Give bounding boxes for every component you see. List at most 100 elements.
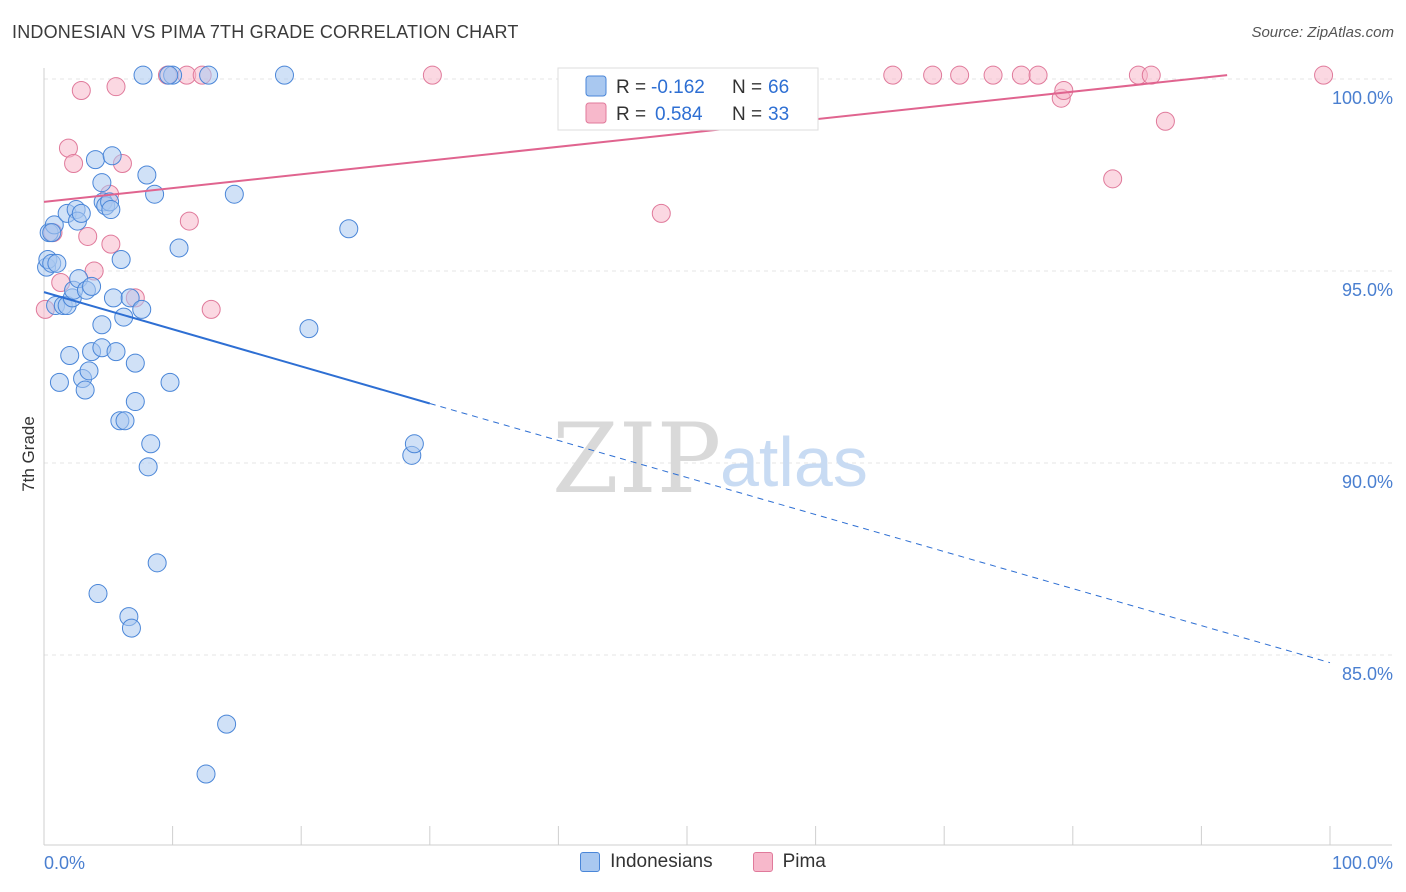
point-indonesians	[42, 223, 62, 243]
legend-item-indonesians: Indonesians	[580, 851, 713, 873]
point-pima	[883, 65, 903, 85]
y-tick-label-90: 90.0%	[1342, 472, 1393, 492]
point-indonesians	[82, 276, 102, 296]
x-tick-label-0: 0.0%	[44, 853, 85, 873]
point-indonesians	[106, 342, 126, 362]
legend-r-value-1: -0.162	[651, 77, 705, 98]
point-indonesians	[60, 345, 80, 365]
point-indonesians	[92, 173, 112, 193]
point-indonesians	[101, 200, 121, 220]
series-indonesians	[37, 65, 424, 784]
point-pima	[64, 153, 84, 173]
chart-title: INDONESIAN VS PIMA 7TH GRADE CORRELATION…	[12, 22, 519, 42]
point-pima	[71, 81, 91, 101]
legend-r-label-2: R =	[616, 104, 646, 125]
point-indonesians	[132, 299, 152, 319]
point-indonesians	[88, 584, 108, 604]
y-tick-label-100: 100.0%	[1332, 88, 1393, 108]
point-indonesians	[79, 361, 99, 381]
point-indonesians	[169, 238, 189, 258]
point-pima	[983, 65, 1003, 85]
point-indonesians	[133, 65, 153, 85]
point-indonesians	[115, 411, 135, 431]
point-indonesians	[224, 184, 244, 204]
source-credit: Source: ZipAtlas.com	[1251, 24, 1394, 41]
point-indonesians	[92, 315, 112, 335]
point-indonesians	[160, 372, 180, 392]
point-pima	[923, 65, 943, 85]
point-indonesians	[141, 434, 161, 454]
point-pima	[201, 299, 221, 319]
legend-n-value-1: 66	[768, 77, 789, 98]
point-pima	[1028, 65, 1048, 85]
stats-legend: R = -0.162 N = 66 R = 0.584 N = 33	[557, 67, 819, 131]
legend-item-pima: Pima	[752, 851, 826, 873]
point-pima	[1103, 169, 1123, 189]
point-pima	[1155, 111, 1175, 131]
y-tick-labels: 85.0% 90.0% 95.0% 100.0%	[1332, 88, 1393, 684]
legend-label-pima: Pima	[782, 851, 826, 872]
point-pima	[1054, 81, 1074, 101]
point-indonesians	[138, 457, 158, 477]
watermark-atlas: atlas	[720, 423, 868, 501]
trend-lines	[43, 74, 1331, 664]
legend-r-value-2: 0.584	[655, 104, 703, 125]
point-pima	[422, 65, 442, 85]
point-indonesians	[75, 380, 95, 400]
point-indonesians	[71, 203, 91, 223]
point-pima	[78, 226, 98, 246]
watermark: ZIP atlas	[552, 403, 868, 515]
point-indonesians	[102, 146, 122, 166]
point-indonesians	[404, 434, 424, 454]
point-pima	[1011, 65, 1031, 85]
point-indonesians	[137, 165, 157, 185]
point-pima	[101, 234, 121, 254]
y-axis-label: 7th Grade	[19, 416, 38, 492]
point-pima	[1141, 65, 1161, 85]
point-indonesians	[299, 319, 319, 339]
swatch-pima	[752, 852, 773, 872]
point-indonesians	[274, 65, 294, 85]
legend-r-label-1: R =	[616, 77, 646, 98]
legend-n-label-2: N =	[732, 104, 762, 125]
point-pima	[179, 211, 199, 231]
point-indonesians	[103, 288, 123, 308]
point-indonesians	[217, 714, 237, 734]
point-pima	[1314, 65, 1334, 85]
axes	[43, 68, 1392, 846]
legend-n-value-2: 33	[768, 104, 789, 125]
point-indonesians	[85, 150, 105, 170]
point-pima	[651, 203, 671, 223]
series-legend: Indonesians Pima	[0, 851, 1406, 873]
point-indonesians	[125, 353, 145, 373]
point-indonesians	[159, 65, 179, 85]
watermark-zip: ZIP	[552, 403, 721, 515]
point-indonesians	[49, 372, 69, 392]
x-tick-labels: 0.0% 100.0%	[44, 853, 1393, 873]
swatch-indonesians	[580, 852, 601, 872]
legend-label-indonesians: Indonesians	[610, 851, 713, 872]
point-indonesians	[111, 249, 131, 269]
trend-line-indonesians	[43, 291, 431, 405]
point-pima	[106, 77, 126, 97]
point-indonesians	[145, 184, 165, 204]
point-pima	[950, 65, 970, 85]
point-indonesians	[120, 288, 140, 308]
point-indonesians	[199, 65, 219, 85]
point-indonesians	[47, 253, 67, 273]
legend-swatch-indonesians	[585, 75, 607, 97]
y-tick-label-85: 85.0%	[1342, 664, 1393, 684]
legend-swatch-pima	[585, 102, 607, 124]
trend-line-pima	[43, 74, 1228, 203]
legend-n-label-1: N =	[732, 77, 762, 98]
point-indonesians	[147, 553, 167, 573]
point-indonesians	[196, 764, 216, 784]
point-indonesians	[125, 392, 145, 412]
gridlines	[44, 78, 1392, 656]
point-indonesians	[121, 618, 141, 638]
y-tick-label-95: 95.0%	[1342, 280, 1393, 300]
trend-line-indonesians-extrapolated	[429, 402, 1331, 664]
point-indonesians	[339, 219, 359, 239]
x-tick-label-100: 100.0%	[1332, 853, 1393, 873]
